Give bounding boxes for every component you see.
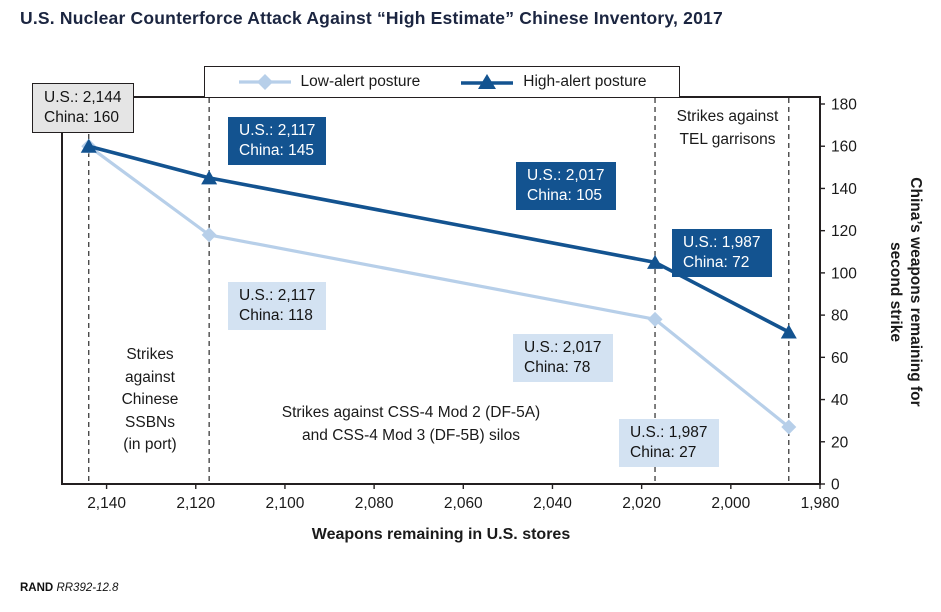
x-tick-label: 2,100 (266, 495, 305, 512)
x-axis-title: Weapons remaining in U.S. stores (311, 526, 571, 543)
x-tick-label: 2,000 (711, 495, 750, 512)
point-label-china: China: 118 (239, 307, 313, 324)
annotation-line: Strikes against CSS-4 Mod 2 (DF-5A) (281, 404, 541, 421)
point-label-china: China: 27 (630, 444, 697, 461)
document-id: RR392-12.8 (56, 582, 119, 594)
triangle-data-marker (780, 324, 797, 339)
point-label-1987-72: U.S.: 1,987 China: 72 (672, 229, 772, 277)
annotation-line: and CSS-4 Mod 3 (DF-5B) silos (302, 426, 520, 444)
rand-brand: RAND (20, 582, 54, 594)
x-tick-label: 1,980 (801, 495, 840, 512)
diamond-marker-icon (238, 74, 291, 90)
annotation-tel-strikes: Strikes against TEL garrisons (655, 106, 800, 151)
point-label-us: U.S.: 1,987 (630, 424, 708, 441)
point-label-china: China: 72 (683, 254, 750, 271)
annotation-ssbn-strikes: Strikes against Chinese SSBNs (in port) (92, 344, 208, 457)
point-label-2117-118: U.S.: 2,117 China: 118 (228, 282, 327, 330)
axis-ticks: 2,140 2,120 2,100 2,080 2,060 2,040 2,020 2,000… (87, 97, 857, 513)
point-label-china: China: 78 (524, 359, 591, 376)
y-axis-title: China’s weapons remaining for second str… (885, 177, 925, 406)
point-label-2117-145: U.S.: 2,117 China: 145 (228, 117, 327, 165)
triangle-data-marker (647, 254, 664, 269)
y-tick-label: 140 (831, 181, 857, 198)
point-label-us: U.S.: 2,017 (527, 167, 605, 184)
diamond-data-marker (201, 227, 217, 243)
point-label-2017-78: U.S.: 2,017 China: 78 (513, 334, 613, 382)
legend-label-high-alert: High-alert posture (523, 73, 647, 90)
y-tick-label: 80 (831, 308, 849, 325)
triangle-data-marker (80, 138, 97, 153)
point-label-china: China: 160 (44, 109, 119, 126)
figure-credit: RAND RR392-12.8 (20, 582, 118, 594)
annotation-line: Strikes (126, 346, 174, 363)
annotation-line: TEL garrisons (679, 130, 776, 148)
annotation-line: (in port) (123, 436, 177, 453)
point-label-us: U.S.: 2,144 (44, 89, 122, 106)
series-line-triangle (88, 144, 790, 334)
point-label-us: U.S.: 2,117 (239, 287, 316, 304)
y-axis-title-line: second strike (887, 242, 904, 342)
dashed-threshold-lines (88, 98, 790, 483)
point-label-china: China: 145 (239, 142, 314, 159)
x-tick-label: 2,040 (533, 495, 572, 512)
series-line-diamond (87, 144, 790, 429)
point-label-us: U.S.: 2,017 (524, 339, 602, 356)
y-tick-label: 0 (831, 477, 840, 494)
point-label-us: U.S.: 1,987 (683, 234, 761, 251)
y-tick-label: 180 (831, 97, 857, 114)
x-tick-label: 2,140 (87, 495, 126, 512)
annotation-line: Chinese (121, 391, 179, 408)
legend-item-high-alert: High-alert posture (460, 73, 646, 91)
point-label-2017-105: U.S.: 2,017 China: 105 (516, 162, 616, 210)
y-tick-label: 60 (831, 350, 849, 367)
diamond-data-marker (647, 311, 663, 327)
x-tick-label: 2,020 (622, 495, 661, 512)
point-label-2144-160: U.S.: 2,144 China: 160 (32, 83, 134, 133)
point-label-us: U.S.: 2,117 (239, 122, 316, 139)
x-tick-label: 2,060 (444, 495, 483, 512)
y-tick-label: 160 (831, 139, 857, 156)
triangle-marker-icon (461, 74, 514, 89)
legend-label-low-alert: Low-alert posture (300, 73, 421, 90)
series-lines (80, 138, 797, 435)
chart-title: U.S. Nuclear Counterforce Attack Against… (20, 8, 723, 28)
point-label-china: China: 105 (527, 187, 602, 204)
point-label-1987-27: U.S.: 1,987 China: 27 (619, 419, 719, 467)
diamond-data-marker (781, 419, 797, 435)
legend-item-low-alert: Low-alert posture (238, 73, 421, 91)
annotation-line: against (125, 368, 175, 386)
x-tick-label: 2,080 (355, 495, 394, 512)
annotation-line: Strikes against (676, 108, 779, 125)
chart-legend: Low-alert posture High-alert posture (204, 66, 680, 98)
y-tick-label: 120 (831, 223, 857, 240)
y-axis-title-line: China’s weapons remaining for (907, 177, 924, 407)
y-tick-label: 20 (831, 434, 849, 451)
y-tick-label: 100 (831, 265, 857, 282)
annotation-line: SSBNs (125, 413, 175, 431)
annotation-silo-strikes: Strikes against CSS-4 Mod 2 (DF-5A) and … (250, 402, 572, 447)
y-tick-label: 40 (831, 392, 849, 409)
x-tick-label: 2,120 (176, 495, 215, 512)
triangle-data-marker (201, 170, 218, 185)
